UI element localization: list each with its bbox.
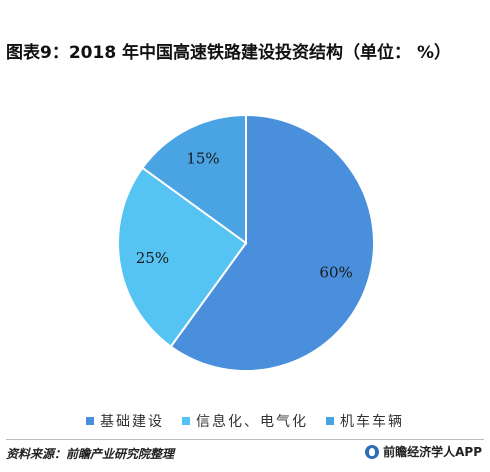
legend: 基础建设 信息化、电气化 机车车辆 — [0, 411, 490, 431]
brand-name: 前瞻经济学人APP — [383, 445, 482, 459]
legend-item-basic-construction: 基础建设 — [86, 411, 164, 431]
pie-slice-informatization — [117, 166, 248, 348]
legend-swatch-informatization — [182, 417, 190, 425]
legend-swatch-rolling-stock — [326, 417, 334, 425]
legend-item-informatization: 信息化、电气化 — [182, 411, 308, 431]
chart-title: 图表9：2018 年中国高速铁路建设投资结构（单位： %） — [6, 43, 452, 63]
pie-slice-basic-construction — [169, 113, 375, 372]
pie-label-basic-construction: 60% — [319, 263, 352, 281]
footer-divider — [6, 439, 484, 440]
legend-label-rolling-stock: 机车车辆 — [340, 414, 404, 430]
legend-item-rolling-stock: 机车车辆 — [326, 411, 404, 431]
legend-swatch-basic-construction — [86, 417, 94, 425]
pie-chart: 60% 25% 15% — [117, 113, 375, 372]
pie-label-rolling-stock: 15% — [186, 150, 219, 168]
legend-label-basic-construction: 基础建设 — [100, 414, 164, 430]
pie-labels: 60% 25% 15% — [136, 150, 353, 282]
legend-label-informatization: 信息化、电气化 — [196, 414, 308, 430]
source-note: 资料来源：前瞻产业研究院整理 — [6, 447, 175, 461]
brand-logo-icon — [365, 444, 380, 459]
pie-slice-rolling-stock — [141, 113, 247, 245]
pie-label-informatization: 25% — [136, 249, 169, 267]
brand[interactable]: 前瞻经济学人APP — [365, 443, 482, 460]
pie-slices — [117, 113, 375, 372]
